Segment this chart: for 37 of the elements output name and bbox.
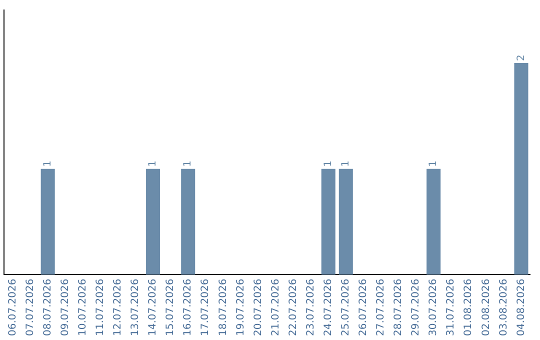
- x-tick-label: 15.07.2026: [165, 278, 176, 336]
- data-label: 1: [182, 160, 194, 167]
- x-tick-label: 03.08.2026: [498, 278, 510, 336]
- x-tick-label: 17.07.2026: [200, 278, 212, 336]
- x-tick-label: 26.07.2026: [358, 278, 370, 336]
- x-tick-label: 30.07.2026: [428, 278, 440, 336]
- x-tick-label: 23.07.2026: [305, 278, 316, 336]
- x-tick-label: 25.07.2026: [340, 278, 352, 336]
- x-tick-label: 31.07.2026: [446, 278, 457, 336]
- x-tick-label: 24.07.2026: [322, 278, 334, 336]
- x-tick-label: 12.07.2026: [112, 278, 124, 336]
- data-label: 1: [428, 160, 440, 167]
- x-tick-label: 19.07.2026: [235, 278, 246, 336]
- x-tick-label: 09.07.2026: [60, 278, 71, 336]
- data-label: 1: [42, 160, 54, 167]
- x-tick-label: 08.07.2026: [42, 278, 54, 336]
- data-label: 1: [148, 160, 159, 167]
- x-tick-label: 06.07.2026: [7, 278, 18, 336]
- x-tick-label: 02.08.2026: [480, 278, 492, 336]
- x-tick-label: 16.07.2026: [182, 278, 194, 336]
- x-tick-label: 13.07.2026: [130, 278, 142, 336]
- x-tick-label: 10.07.2026: [77, 278, 88, 336]
- x-tick-label: 20.07.2026: [252, 278, 264, 336]
- data-label: 2: [516, 54, 527, 61]
- x-tick-label: 11.07.2026: [95, 278, 106, 336]
- data-label: 1: [322, 160, 334, 167]
- x-tick-label: 04.08.2026: [516, 278, 527, 336]
- x-tick-label: 07.07.2026: [24, 278, 36, 336]
- data-label: 1: [340, 160, 352, 167]
- x-tick-label: 27.07.2026: [376, 278, 387, 336]
- x-tick-label: 18.07.2026: [218, 278, 229, 336]
- x-tick-label: 28.07.2026: [393, 278, 404, 336]
- x-tick-label: 14.07.2026: [148, 278, 159, 336]
- x-tick-label: 29.07.2026: [410, 278, 422, 336]
- x-tick-label: 21.07.2026: [270, 278, 282, 336]
- x-tick-label: 01.08.2026: [463, 278, 474, 336]
- x-tick-label: 22.07.2026: [288, 278, 299, 336]
